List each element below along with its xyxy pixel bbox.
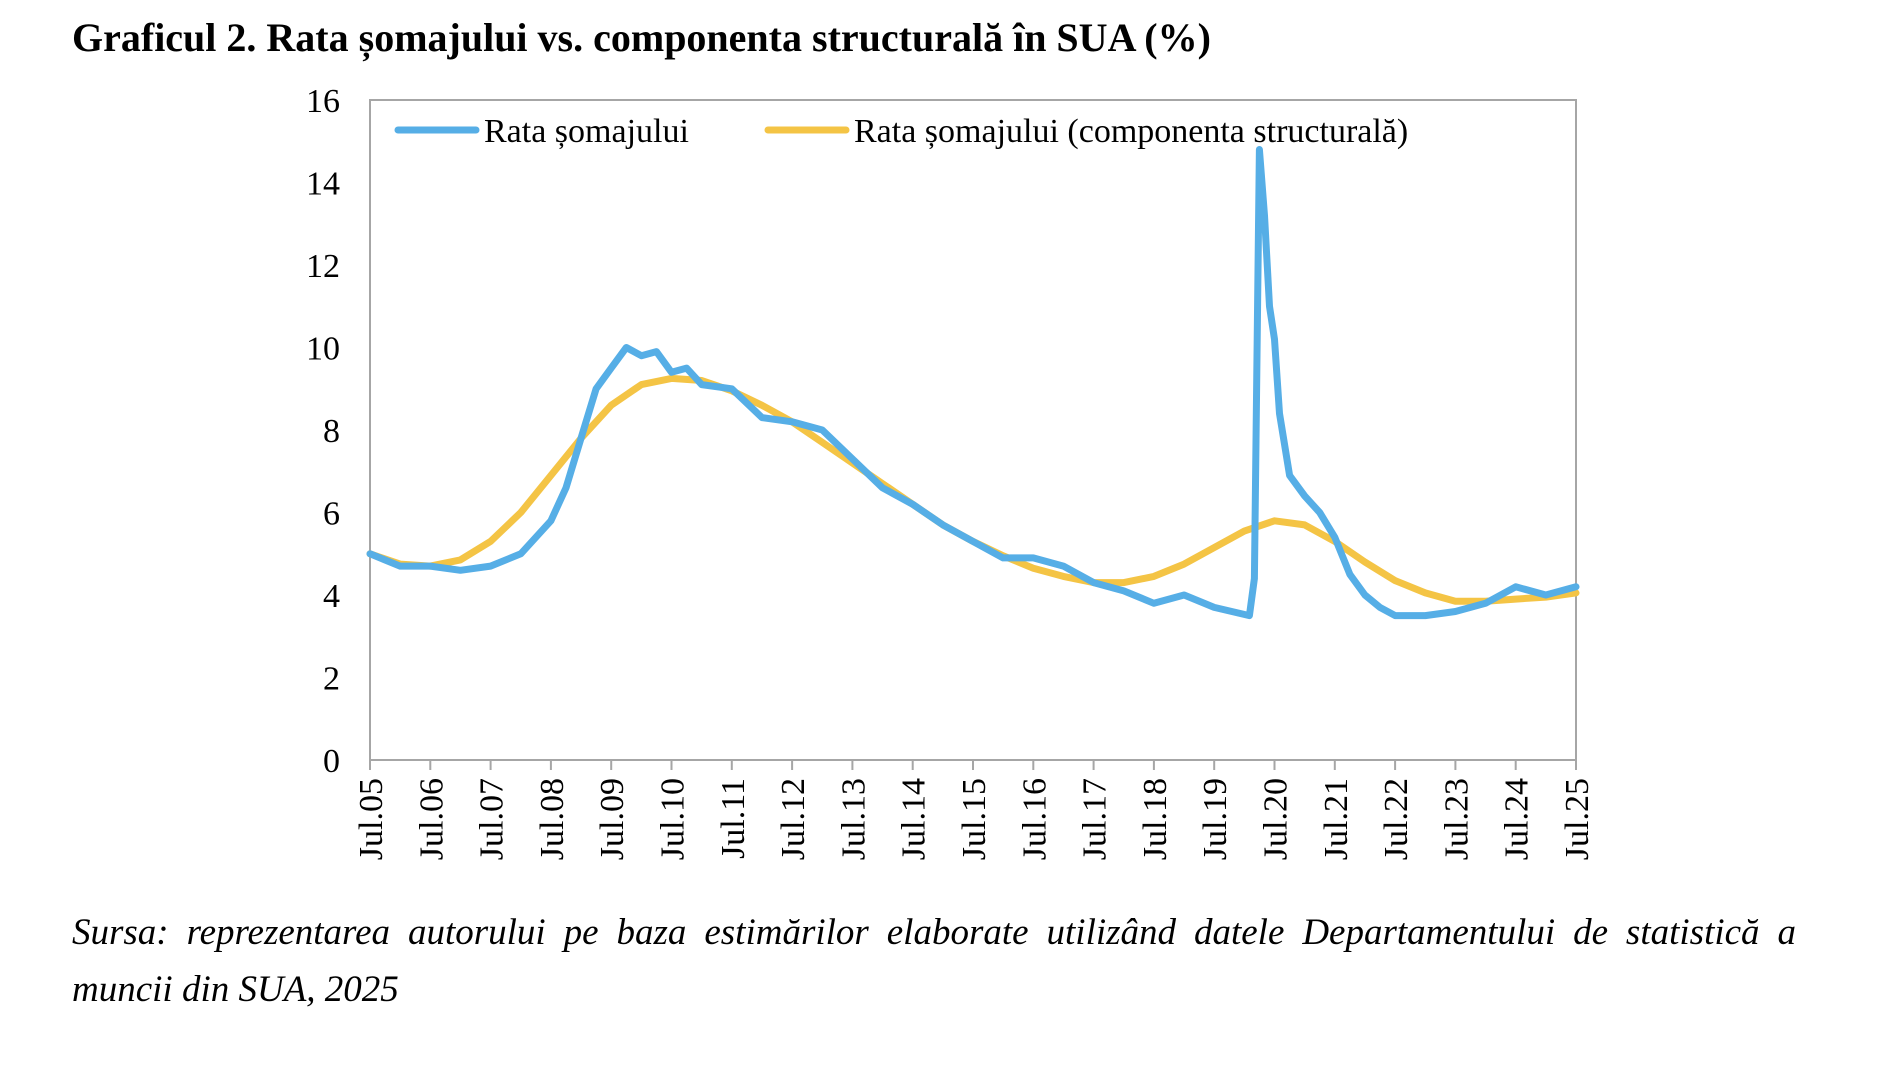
- plot-area: [369, 99, 1577, 761]
- x-tick-label: Jul.09: [594, 778, 631, 860]
- y-tick-label: 8: [323, 413, 340, 450]
- source-note: Sursa: reprezentarea autorului pe baza e…: [72, 912, 1796, 1010]
- x-tick-label: Jul.08: [534, 778, 571, 860]
- x-tick-label: Jul.07: [474, 778, 511, 860]
- y-tick-label: 6: [323, 496, 340, 533]
- series-line-1: [366, 146, 1580, 620]
- legend-label: Rata șomajului (componenta structurală): [854, 113, 1408, 150]
- y-tick-label: 4: [323, 578, 340, 615]
- x-tick-label: Jul.05: [353, 778, 390, 860]
- y-tick-label: 0: [323, 743, 340, 780]
- x-tick-label: Jul.18: [1137, 778, 1174, 860]
- x-tick-label: Jul.20: [1258, 778, 1295, 860]
- x-tick-label: Jul.13: [835, 778, 872, 860]
- x-tick-label: Jul.24: [1499, 778, 1536, 860]
- x-tick-label: Jul.14: [896, 778, 933, 860]
- y-tick-label: 16: [306, 83, 340, 120]
- y-axis-ticks: 0 2 4 6 8 10 12 14 16: [306, 83, 340, 780]
- x-tick-label: Jul.17: [1077, 778, 1114, 860]
- x-tick-label: Jul.10: [655, 778, 692, 860]
- x-tick-label: Jul.21: [1318, 778, 1355, 860]
- y-tick-label: 12: [306, 248, 340, 285]
- x-tick-label: Jul.19: [1197, 778, 1234, 860]
- x-tick-label: Jul.25: [1559, 778, 1596, 860]
- x-tick-label: Jul.22: [1378, 778, 1415, 860]
- x-tick-label: Jul.16: [1016, 778, 1053, 860]
- legend-label: Rata șomajului: [484, 113, 689, 150]
- y-tick-label: 10: [306, 331, 340, 368]
- legend: Rata șomajului Rata șomajului (componenta…: [394, 113, 1408, 150]
- y-tick-label: 2: [323, 661, 340, 698]
- x-tick-label: Jul.15: [956, 778, 993, 860]
- x-tick-label: Jul.06: [413, 778, 450, 860]
- chart-title: Graficul 2. Rata șomajului vs. component…: [72, 15, 1211, 60]
- x-axis: Jul.05 Jul.06 Jul.07 Jul.08 Jul.09 Jul.10 Jul.…: [353, 760, 1596, 860]
- x-tick-label: Jul.11: [715, 778, 752, 859]
- x-tick-label: Jul.23: [1438, 778, 1475, 860]
- y-tick-label: 14: [306, 166, 340, 203]
- x-tick-label: Jul.12: [775, 778, 812, 860]
- series-layer: [366, 146, 1580, 620]
